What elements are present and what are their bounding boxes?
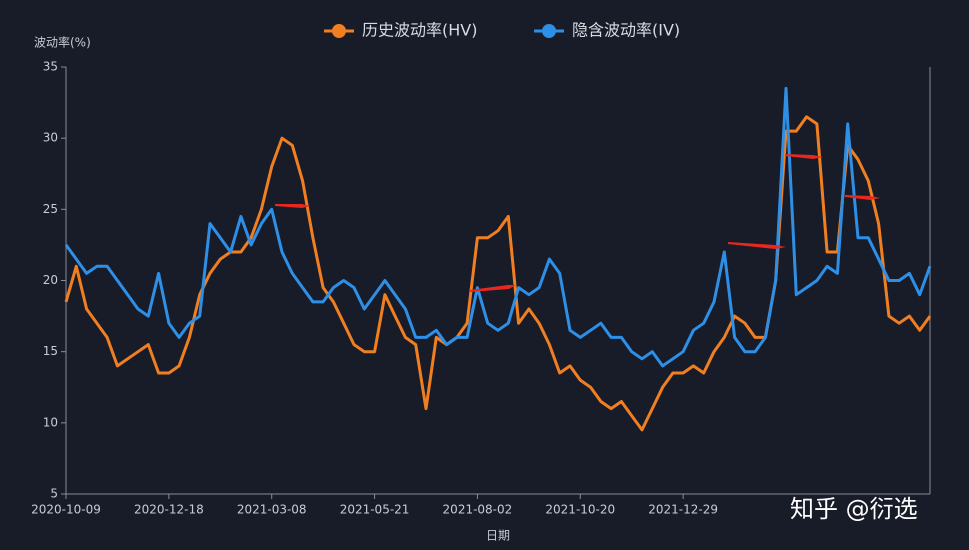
legend-label: 历史波动率(HV) — [362, 21, 477, 40]
y-tick-label: 25 — [43, 202, 58, 216]
y-tick-label: 10 — [43, 415, 58, 429]
x-tick-label: 2020-10-09 — [31, 503, 101, 517]
plot-area: 5 10 15 20 25 30 35 2020-10-09 2020-12-18 2021-03… — [31, 21, 932, 517]
watermark: 知乎 @衍选 — [790, 495, 918, 523]
y-tick-label: 15 — [43, 344, 58, 358]
arrow — [785, 154, 823, 159]
x-tick-label: 2021-05-21 — [340, 503, 410, 517]
x-axis-title: 日期 — [486, 529, 510, 543]
legend-item: 隐含波动率(IV) — [534, 21, 680, 40]
legend-label: 隐含波动率(IV) — [572, 21, 680, 40]
x-tick-label: 2021-12-29 — [648, 503, 718, 517]
annotation-arrows — [275, 154, 880, 292]
y-axis-title: 波动率(%) — [34, 35, 91, 50]
arrow — [275, 204, 310, 208]
arrow — [845, 195, 880, 200]
x-tick-label: 2020-12-18 — [134, 503, 204, 517]
arrow — [728, 242, 786, 249]
legend-marker — [332, 24, 346, 38]
series-line — [64, 115, 932, 432]
y-tick-label: 5 — [50, 487, 58, 501]
y-tick-label: 20 — [43, 273, 58, 287]
arrow — [470, 285, 516, 292]
series-line — [64, 86, 932, 368]
legend-item: 历史波动率(HV) — [324, 21, 477, 40]
x-tick-label: 2021-10-20 — [545, 503, 615, 517]
y-tick-label: 35 — [43, 60, 58, 74]
legend-marker — [542, 24, 556, 38]
x-tick-label: 2021-03-08 — [237, 503, 307, 517]
x-tick-label: 2021-08-02 — [443, 503, 513, 517]
y-tick-label: 30 — [43, 131, 58, 145]
